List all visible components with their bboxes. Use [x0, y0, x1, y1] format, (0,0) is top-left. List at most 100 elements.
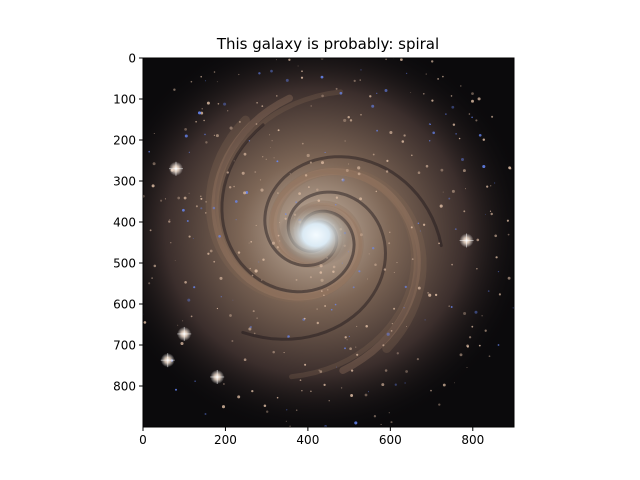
star-cluster	[270, 69, 273, 73]
star-cluster	[186, 220, 189, 222]
star-cluster	[393, 307, 396, 310]
star-cluster	[199, 195, 202, 198]
star-cluster	[320, 75, 324, 79]
star-cluster	[324, 305, 326, 307]
star-cluster	[365, 324, 368, 328]
star-cluster	[173, 88, 176, 91]
star-cluster	[262, 55, 264, 57]
star-cluster	[481, 315, 483, 317]
star-cluster	[497, 270, 500, 273]
star-cluster	[298, 192, 301, 195]
star-cluster	[182, 208, 185, 212]
star-cluster	[251, 389, 254, 393]
star-cluster	[454, 228, 457, 231]
star-cluster	[425, 73, 427, 75]
star-cluster	[276, 246, 279, 249]
star-cluster	[360, 113, 362, 116]
star-cluster	[389, 231, 391, 233]
x-tick-label: 400	[296, 433, 319, 447]
star-cluster	[177, 324, 179, 326]
star-cluster	[226, 171, 229, 174]
star-cluster	[371, 246, 375, 250]
star-cluster	[256, 317, 258, 319]
star-cluster	[430, 60, 434, 63]
star-cluster	[234, 200, 238, 203]
star-cluster	[434, 293, 438, 297]
star-cluster	[323, 383, 326, 387]
star-cluster	[289, 173, 291, 175]
star-cluster	[471, 116, 473, 119]
star-cluster	[344, 336, 347, 339]
star-cluster	[497, 344, 500, 346]
star-cluster	[385, 58, 387, 61]
star-cluster	[278, 250, 280, 252]
star-cluster	[507, 276, 511, 280]
star-cluster	[334, 303, 337, 306]
star-cluster	[288, 335, 290, 338]
star-cluster	[384, 369, 388, 372]
star-cluster	[405, 326, 407, 327]
star-cluster	[317, 199, 321, 202]
star-cluster	[478, 344, 481, 347]
star-cluster	[448, 305, 450, 307]
star-cluster	[442, 191, 444, 193]
star-cluster	[410, 154, 413, 157]
star-cluster	[495, 256, 498, 259]
star-cluster	[411, 258, 414, 261]
star-cluster	[417, 171, 421, 174]
star-cluster	[277, 129, 280, 132]
star-cluster	[209, 249, 213, 253]
star-cluster	[386, 332, 390, 336]
star-cluster	[438, 403, 441, 406]
star-cluster	[180, 341, 184, 346]
star-cluster	[324, 151, 326, 153]
star-cluster	[507, 233, 510, 236]
star-cluster	[509, 167, 512, 170]
star-cluster	[451, 263, 453, 266]
star-cluster	[372, 153, 375, 156]
star-cluster	[358, 270, 361, 273]
star-cluster	[508, 166, 511, 170]
star-cluster	[237, 395, 241, 399]
y-tick-label: 500	[113, 257, 136, 271]
star-cluster	[287, 335, 290, 338]
star-cluster	[471, 99, 474, 103]
star-cluster	[223, 102, 227, 106]
star-cluster	[261, 105, 264, 107]
star-cluster	[394, 383, 397, 386]
star-cluster	[451, 105, 455, 109]
star-cluster	[485, 213, 487, 215]
star-cluster	[419, 230, 421, 232]
star-cluster	[380, 423, 382, 425]
star-cluster	[405, 72, 408, 75]
star-cluster	[182, 320, 184, 322]
star-cluster	[466, 367, 468, 368]
star-cluster	[431, 99, 434, 102]
star-cluster	[360, 69, 362, 71]
star-cluster	[188, 235, 191, 238]
star-cluster	[349, 347, 352, 351]
star-cluster	[175, 388, 177, 391]
star-cluster	[326, 288, 329, 291]
star-cluster	[201, 108, 203, 110]
star-cluster	[288, 58, 291, 61]
star-cluster	[376, 92, 378, 94]
star-cluster	[451, 189, 455, 193]
star-cluster	[458, 137, 461, 140]
star-cluster	[347, 163, 350, 165]
star-cluster	[174, 260, 176, 262]
star-cluster	[263, 404, 267, 408]
galaxy-image	[143, 55, 514, 427]
star-cluster	[299, 379, 302, 382]
star-cluster	[193, 286, 196, 289]
star-cluster	[190, 80, 193, 83]
star-cluster	[271, 241, 275, 245]
y-tick-label: 200	[113, 134, 136, 148]
star-cluster	[276, 95, 278, 97]
star-cluster	[304, 363, 307, 366]
star-cluster	[204, 133, 206, 136]
star-cluster	[403, 134, 406, 137]
x-tick-label: 800	[461, 433, 484, 447]
star-cluster	[381, 383, 385, 387]
star-cluster	[321, 94, 324, 98]
